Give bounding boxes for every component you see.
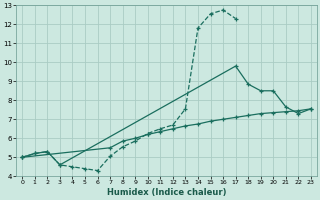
X-axis label: Humidex (Indice chaleur): Humidex (Indice chaleur) — [107, 188, 226, 197]
